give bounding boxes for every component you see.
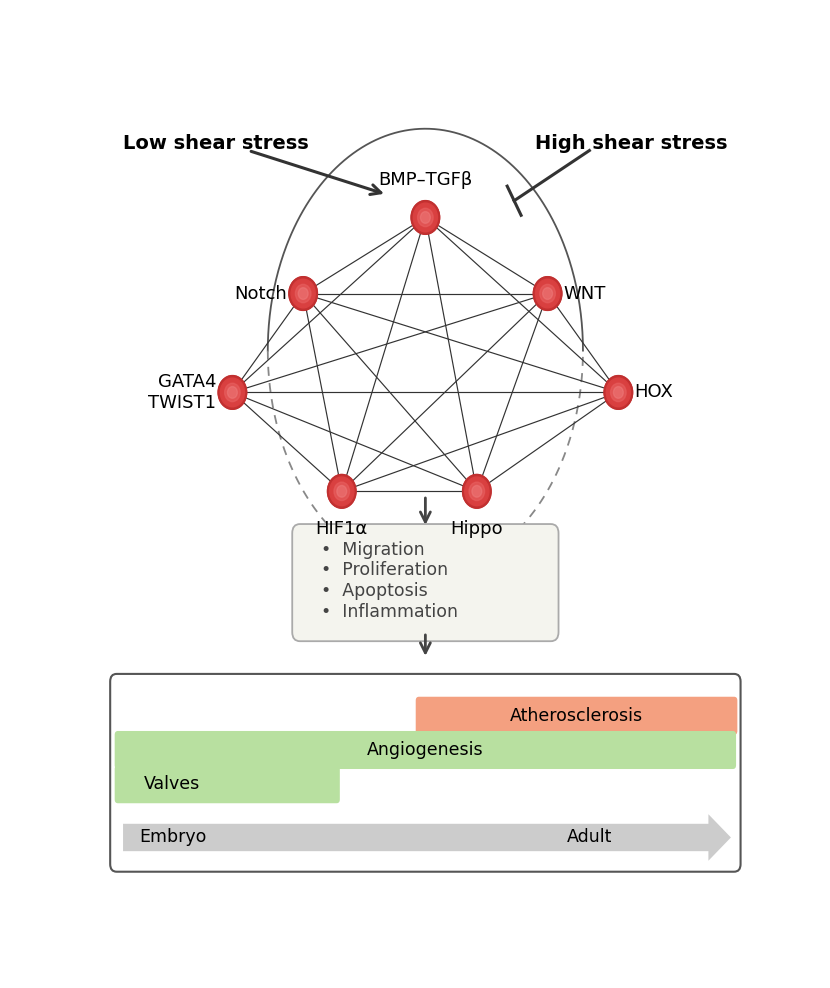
FancyBboxPatch shape [115, 731, 736, 769]
Text: Hippo: Hippo [451, 521, 503, 538]
Circle shape [613, 386, 623, 398]
FancyBboxPatch shape [292, 524, 559, 641]
Text: Atherosclerosis: Atherosclerosis [510, 706, 643, 725]
Text: •  Inflammation: • Inflammation [320, 603, 457, 620]
Circle shape [604, 375, 632, 409]
Circle shape [221, 378, 244, 407]
Circle shape [421, 211, 430, 223]
FancyBboxPatch shape [416, 697, 737, 735]
Circle shape [298, 288, 308, 299]
Circle shape [535, 280, 559, 307]
Circle shape [334, 482, 349, 501]
Circle shape [607, 378, 630, 407]
Circle shape [472, 485, 481, 497]
Circle shape [411, 201, 440, 234]
Circle shape [417, 208, 433, 226]
Text: Notch: Notch [234, 285, 287, 302]
Text: •  Apoptosis: • Apoptosis [320, 582, 427, 600]
Text: Low shear stress: Low shear stress [123, 133, 309, 153]
Text: HIF1α: HIF1α [315, 521, 368, 538]
Text: GATA4
TWIST1: GATA4 TWIST1 [149, 373, 217, 412]
Circle shape [227, 386, 237, 398]
Text: Embryo: Embryo [139, 829, 207, 847]
Text: WNT: WNT [564, 285, 606, 302]
Circle shape [413, 204, 437, 231]
FancyBboxPatch shape [115, 765, 339, 803]
FancyBboxPatch shape [110, 674, 740, 871]
Circle shape [289, 277, 317, 310]
Circle shape [328, 474, 356, 508]
Text: HOX: HOX [634, 383, 673, 401]
Text: Valves: Valves [144, 776, 200, 793]
Text: •  Proliferation: • Proliferation [320, 561, 447, 580]
Circle shape [462, 474, 491, 508]
Circle shape [611, 383, 626, 402]
Text: BMP–TGFβ: BMP–TGFβ [378, 171, 472, 189]
Circle shape [295, 285, 311, 302]
Text: •  Migration: • Migration [320, 540, 424, 559]
Circle shape [291, 280, 315, 307]
Circle shape [218, 375, 247, 409]
Circle shape [337, 485, 347, 497]
Circle shape [330, 477, 354, 506]
Circle shape [469, 482, 485, 501]
Text: Angiogenesis: Angiogenesis [367, 741, 484, 759]
Circle shape [465, 477, 489, 506]
Polygon shape [123, 814, 731, 861]
Circle shape [225, 383, 240, 402]
Text: High shear stress: High shear stress [535, 133, 728, 153]
Circle shape [540, 285, 555, 302]
Text: Adult: Adult [567, 829, 613, 847]
Circle shape [534, 277, 562, 310]
Circle shape [543, 288, 553, 299]
